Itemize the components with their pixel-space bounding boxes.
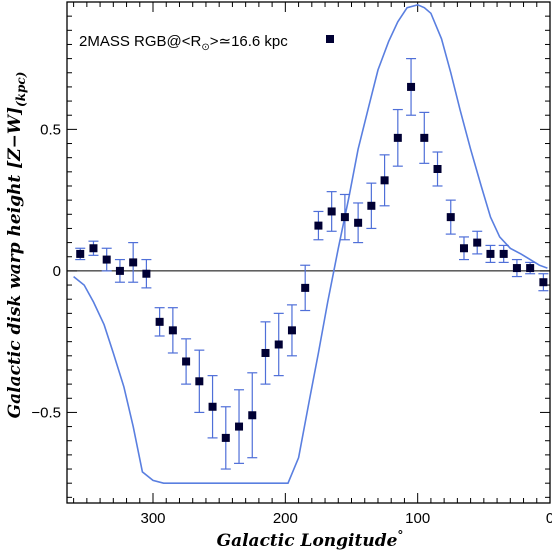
data-point: [525, 261, 536, 275]
data-point: [313, 210, 324, 241]
point-marker: [486, 249, 495, 258]
data-point: [353, 202, 364, 244]
x-tick-label: 200: [273, 510, 298, 527]
x-tick-label: 0: [546, 510, 552, 527]
point-marker: [446, 213, 455, 222]
data-point: [472, 230, 483, 255]
point-marker: [367, 201, 376, 210]
data-point: [207, 375, 218, 439]
point-marker: [354, 218, 363, 227]
data-point: [432, 151, 443, 187]
data-point: [458, 236, 469, 261]
point-marker: [512, 264, 521, 273]
point-marker: [314, 221, 323, 230]
point-marker: [393, 133, 402, 142]
point-marker: [274, 340, 283, 349]
data-point: [273, 312, 284, 377]
legend-label: 2MASS RGB@<R⊙>≃16.6 kpc: [79, 33, 288, 53]
point-marker: [115, 266, 124, 275]
point-marker: [235, 422, 244, 431]
model-curve-layer: [73, 3, 548, 484]
point-marker: [526, 264, 535, 273]
point-marker: [420, 133, 429, 142]
point-marker: [459, 244, 468, 253]
data-point: [260, 321, 271, 385]
point-marker: [155, 317, 164, 326]
point-marker: [301, 283, 310, 292]
data-point: [181, 338, 192, 385]
x-axis-title: Galactic Longitude°: [217, 528, 404, 551]
data-point: [154, 307, 165, 337]
point-marker: [208, 402, 217, 411]
point-marker: [76, 249, 85, 258]
data-point: [220, 406, 231, 470]
data-point: [300, 264, 311, 312]
point-marker: [221, 433, 230, 442]
y-axis-title-unit: (kpc): [14, 72, 28, 107]
data-point: [141, 258, 152, 289]
point-marker: [340, 213, 349, 222]
plot-frame: [66, 1, 551, 504]
y-tick-label: 0: [53, 263, 61, 280]
data-point: [498, 244, 509, 264]
point-marker: [261, 348, 270, 357]
point-marker: [473, 238, 482, 247]
point-marker: [195, 377, 204, 386]
point-marker: [327, 207, 336, 216]
data-point: [75, 247, 86, 261]
legend-subscript: ⊙: [201, 42, 209, 53]
data-point: [286, 304, 297, 357]
data-point: [234, 389, 245, 464]
x-tick-label: 100: [405, 510, 430, 527]
data-point: [485, 244, 496, 264]
point-marker: [102, 255, 111, 264]
data-point: [167, 307, 178, 354]
data-point: [326, 191, 337, 232]
data-point: [366, 182, 377, 230]
data-point: [379, 154, 390, 207]
x-tick-label: 300: [140, 510, 165, 527]
data-point: [406, 58, 417, 116]
data-point: [88, 240, 99, 256]
data-point: [538, 273, 549, 292]
axis-ticks: 300 200 100 0 0.5 0 −0.5: [31, 2, 552, 527]
model-curve: [73, 3, 548, 484]
data-point: [511, 258, 522, 278]
point-marker: [499, 249, 508, 258]
x-axis-title-degree: °: [397, 528, 403, 542]
data-point: [194, 349, 205, 414]
point-marker: [89, 244, 98, 253]
data-point: [419, 111, 430, 164]
point-marker: [129, 258, 138, 267]
data-point: [392, 108, 403, 167]
data-point: [114, 258, 125, 283]
y-axis-title: Galactic disk warp height [Z−W](kpc): [5, 72, 28, 419]
point-marker: [380, 176, 389, 185]
point-marker: [182, 357, 191, 366]
y-tick-label: −0.5: [31, 404, 61, 421]
data-point: [128, 241, 139, 283]
legend-marker: [326, 35, 334, 43]
point-marker: [142, 269, 151, 278]
data-point: [339, 193, 350, 241]
data-point: [247, 372, 258, 459]
point-marker: [168, 326, 177, 335]
point-marker: [407, 82, 416, 91]
point-marker: [287, 326, 296, 335]
point-marker: [248, 411, 257, 420]
y-tick-label: 0.5: [40, 121, 61, 138]
data-point: [101, 247, 112, 272]
data-point: [445, 199, 456, 235]
point-marker: [433, 165, 442, 173]
data-points-layer: [75, 58, 549, 470]
point-marker: [539, 278, 548, 287]
